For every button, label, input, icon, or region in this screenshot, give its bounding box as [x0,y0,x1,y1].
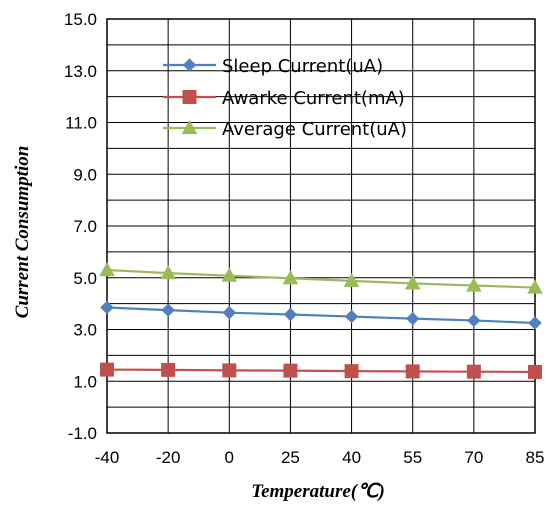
y-tick-label: 9.0 [73,165,97,184]
y-tick-label: 15.0 [64,10,97,29]
x-tick-label: 0 [225,448,234,467]
data-point [528,364,542,379]
x-tick-label: 55 [403,448,422,467]
legend-label: Sleep Current(uA) [222,56,383,77]
data-point [467,313,481,328]
data-point [160,265,176,280]
x-tick-label: 85 [526,448,545,467]
y-tick-label: 3.0 [73,321,97,340]
series-line [106,306,536,325]
legend-entry: Sleep Current(uA) [163,56,383,77]
legend-marker [182,90,197,104]
data-point [100,300,114,315]
x-tick-label: 70 [464,448,483,467]
x-tick-label: -40 [95,448,120,467]
series-2 [100,362,542,379]
data-point [283,363,298,378]
y-tick-label: 7.0 [73,217,97,236]
data-point [404,275,421,290]
data-point [343,272,360,287]
data-point [161,303,175,317]
series-3 [99,261,543,294]
legend-entry: Average Current(uA) [163,119,407,140]
y-axis-tick-labels: -1.0 1.0 3.0 5.0 7.0 9.0 11.0 13.0 15.0 [64,10,97,443]
data-point [405,364,420,379]
data-point [528,316,542,330]
series-line [106,368,536,374]
data-point [283,307,298,322]
data-point [161,362,176,377]
x-axis-title: Temperature(℃) [251,481,385,502]
legend-label: Awarke Current(mA) [222,88,405,109]
legend-marker [181,119,198,135]
x-tick-label: 40 [342,448,361,467]
y-tick-label: 13.0 [64,62,97,81]
y-tick-label: 5.0 [73,269,97,288]
series-1 [100,300,542,330]
x-tick-label: -20 [156,448,181,467]
data-point [221,267,238,282]
y-tick-label: 1.0 [73,372,97,391]
y-tick-label: -1.0 [68,424,97,443]
data-point [466,277,482,292]
y-axis-title: Current Consumption [12,146,33,319]
data-point [527,279,543,294]
x-axis-tick-labels: -40 -20 0 25 40 55 70 85 [95,448,545,467]
data-point [282,270,299,285]
data-point [466,364,481,379]
legend-entry: Awarke Current(mA) [163,88,405,109]
legend-label: Average Current(uA) [222,119,407,140]
legend: Sleep Current(uA) Awarke Current(mA) Avera… [163,56,407,140]
legend-marker [182,58,197,72]
data-point [344,364,359,379]
series-layer [99,261,543,379]
data-point [344,309,359,324]
plot-area-frame [106,18,536,434]
y-tick-label: 11.0 [65,114,97,133]
data-point [100,362,114,377]
series-line [106,268,536,289]
data-point [222,305,236,320]
data-point [406,311,420,326]
data-point [99,261,115,277]
data-point [222,363,237,378]
x-tick-label: 25 [281,448,300,467]
